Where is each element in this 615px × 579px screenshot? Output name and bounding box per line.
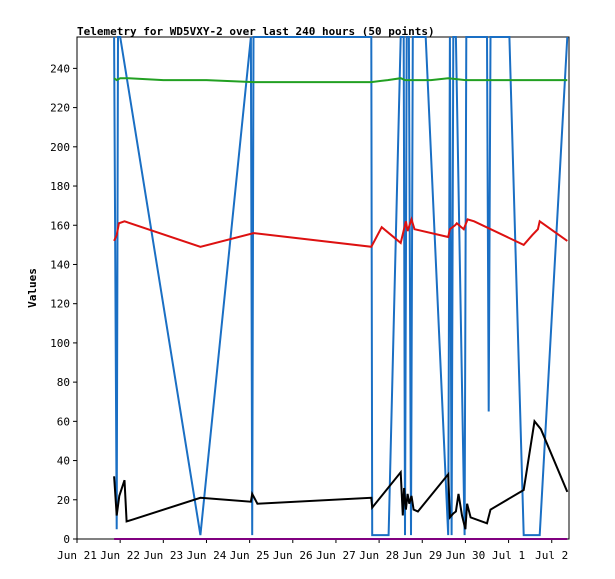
series-line-4 bbox=[113, 418, 569, 530]
y-tick-label: 120 bbox=[50, 298, 70, 311]
x-tick-label: Jun 23 bbox=[143, 549, 183, 562]
y-tick-label: 220 bbox=[50, 102, 70, 115]
y-axis-label: Values bbox=[26, 268, 39, 308]
y-tick-label: 100 bbox=[50, 337, 70, 350]
chart-title: Telemetry for WD5VXY-2 over last 240 hou… bbox=[77, 25, 435, 38]
y-tick-label: 140 bbox=[50, 258, 70, 271]
x-tick-label: Jun 24 bbox=[187, 549, 227, 562]
y-tick-label: 60 bbox=[57, 415, 70, 428]
x-tick-label: Jun 30 bbox=[446, 549, 486, 562]
plot-frame bbox=[76, 36, 570, 540]
x-tick-label: Jul 2 bbox=[535, 549, 568, 562]
y-tick-label: 0 bbox=[63, 533, 70, 546]
x-tick-label: Jul 1 bbox=[492, 549, 525, 562]
series-line-3 bbox=[113, 216, 568, 248]
x-tick-label: Jun 29 bbox=[402, 549, 442, 562]
x-tick-label: Jun 25 bbox=[230, 549, 270, 562]
y-tick-label: 160 bbox=[50, 219, 70, 232]
y-tick-label: 240 bbox=[50, 62, 70, 75]
x-tick-label: Jun 26 bbox=[273, 549, 313, 562]
y-tick-label: 40 bbox=[57, 455, 70, 468]
x-tick-label: Jun 27 bbox=[316, 549, 356, 562]
y-tick-label: 80 bbox=[57, 376, 70, 389]
x-tick-label: Jun 22 bbox=[100, 549, 140, 562]
x-tick-label: Jun 28 bbox=[359, 549, 399, 562]
x-tick-label: Jun 21 bbox=[57, 549, 97, 562]
y-axis: 0 20 40 60 80 100 120 140 160 180 200 220 240 bbox=[50, 62, 77, 546]
x-axis: Jun 21 Jun 22 Jun 23 Jun 24 Jun 25 Jun 26 Jun … bbox=[57, 539, 568, 562]
series-line-1 bbox=[113, 36, 569, 537]
series-group bbox=[113, 36, 569, 540]
y-tick-label: 180 bbox=[50, 180, 70, 193]
y-tick-label: 200 bbox=[50, 141, 70, 154]
y-tick-label: 20 bbox=[57, 494, 70, 507]
series-line-2 bbox=[113, 77, 568, 84]
